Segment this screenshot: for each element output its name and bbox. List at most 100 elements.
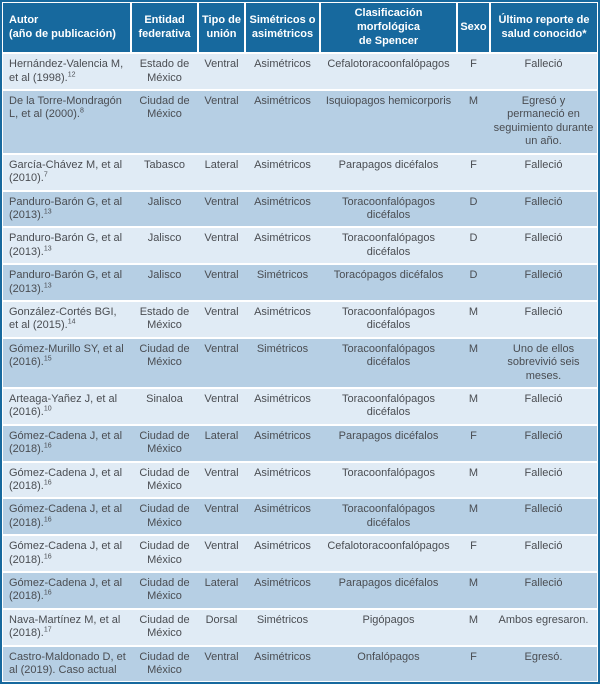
spencer-classification-cell: Toracópagos dicéfalos <box>320 264 457 301</box>
col-header-entidad: Entidad federativa <box>130 3 198 54</box>
health-report-cell: Falleció <box>490 498 597 536</box>
union-type-cell: Lateral <box>198 153 245 191</box>
author-cell: Gómez-Cadena J, et al (2018).16 <box>3 461 131 499</box>
sex-cell: M <box>457 461 490 499</box>
reference-superscript: 15 <box>43 355 52 363</box>
health-report-cell: Falleció <box>490 424 597 462</box>
table-row: Nava-Martínez M, et al (2018).17 Ciudad d… <box>3 608 597 646</box>
health-report-cell: Falleció <box>490 227 597 265</box>
sex-cell: M <box>457 337 490 388</box>
author-cell: Panduro-Barón G, et al (2013).13 <box>3 190 131 228</box>
entity-cell: Ciudad de México <box>131 424 198 462</box>
entity-cell: Ciudad de México <box>131 90 198 154</box>
health-report-cell: Egresó y permaneció en seguimiento duran… <box>490 90 597 154</box>
health-report-cell: Falleció <box>490 190 597 228</box>
table-row: Hernández-Valencia M, et al (1998).12 Est… <box>3 53 597 91</box>
table-row: De la Torre-Mondragón L, et al (2000).8 C… <box>3 90 597 154</box>
spencer-classification-cell: Onfalópagos <box>320 645 457 682</box>
conjoined-twins-table: Autor (año de publicación) Entidad feder… <box>3 3 597 682</box>
health-report-cell: Falleció <box>490 535 597 573</box>
reference-superscript: 16 <box>43 552 52 560</box>
spencer-classification-cell: Toracoonfalópagos dicéfalos <box>320 300 457 338</box>
table-row: Gómez-Cadena J, et al (2018).16 Ciudad de… <box>3 535 597 573</box>
spencer-classification-cell: Toracoonfalópagos <box>320 461 457 499</box>
symmetry-cell: Simétricos <box>245 264 320 301</box>
author-cell: Nava-Martínez M, et al (2018).17 <box>3 608 131 646</box>
health-report-cell: Egresó. <box>490 645 597 682</box>
symmetry-cell: Asimétricos <box>245 227 320 265</box>
sex-cell: M <box>457 498 490 536</box>
entity-cell: Ciudad de México <box>131 535 198 573</box>
health-report-cell: Falleció <box>490 300 597 338</box>
entity-cell: Ciudad de México <box>131 645 198 682</box>
union-type-cell: Ventral <box>198 264 245 301</box>
sex-cell: F <box>457 153 490 191</box>
table-row: Castro-Maldonado D, et al (2019). Caso a… <box>3 645 597 682</box>
union-type-cell: Ventral <box>198 461 245 499</box>
sex-cell: D <box>457 190 490 228</box>
sex-cell: F <box>457 53 490 91</box>
symmetry-cell: Asimétricos <box>245 300 320 338</box>
health-report-cell: Falleció <box>490 387 597 425</box>
union-type-cell: Lateral <box>198 572 245 609</box>
spencer-classification-cell: Cefalotoracoonfalópagos <box>320 535 457 573</box>
sex-cell: D <box>457 227 490 265</box>
reference-superscript: 14 <box>67 318 76 326</box>
entity-cell: Estado de México <box>131 53 198 91</box>
author-cell: Castro-Maldonado D, et al (2019). Caso a… <box>3 645 131 682</box>
sex-cell: F <box>457 535 490 573</box>
spencer-classification-cell: Parapagos dicéfalos <box>320 424 457 462</box>
reference-superscript: 16 <box>43 589 52 597</box>
entity-cell: Jalisco <box>131 190 198 228</box>
union-type-cell: Ventral <box>198 90 245 154</box>
sex-cell: D <box>457 264 490 301</box>
symmetry-cell: Simétricos <box>245 608 320 646</box>
author-cell: Arteaga-Yañez J, et al (2016).10 <box>3 387 131 425</box>
union-type-cell: Ventral <box>198 300 245 338</box>
reference-superscript: 17 <box>43 626 52 634</box>
author-cell: Gómez-Cadena J, et al (2018).16 <box>3 535 131 573</box>
entity-cell: Ciudad de México <box>131 572 198 609</box>
entity-cell: Ciudad de México <box>131 461 198 499</box>
spencer-classification-cell: Toracoonfalópagos dicéfalos <box>320 337 457 388</box>
col-header-tipo: Tipo de unión <box>197 3 245 54</box>
spencer-classification-cell: Parapagos dicéfalos <box>320 572 457 609</box>
author-cell: González-Cortés BGI, et al (2015).14 <box>3 300 131 338</box>
union-type-cell: Ventral <box>198 535 245 573</box>
symmetry-cell: Asimétricos <box>245 461 320 499</box>
table-body: Hernández-Valencia M, et al (1998).12 Est… <box>3 53 597 682</box>
table-row: Gómez-Cadena J, et al (2018).16 Ciudad de… <box>3 572 597 609</box>
col-header-simetria: Simétricos o asimétricos <box>244 3 320 54</box>
table-row: Gómez-Cadena J, et al (2018).16 Ciudad de… <box>3 424 597 462</box>
entity-cell: Jalisco <box>131 264 198 301</box>
table-row: Arteaga-Yañez J, et al (2016).10 Sinaloa V… <box>3 387 597 425</box>
health-report-cell: Falleció <box>490 264 597 301</box>
union-type-cell: Ventral <box>198 645 245 682</box>
symmetry-cell: Asimétricos <box>245 90 320 154</box>
spencer-classification-cell: Pigópagos <box>320 608 457 646</box>
health-report-cell: Falleció <box>490 572 597 609</box>
union-type-cell: Lateral <box>198 424 245 462</box>
reference-superscript: 16 <box>43 516 52 524</box>
entity-cell: Estado de México <box>131 300 198 338</box>
spencer-classification-cell: Toracoonfalópagos dicéfalos <box>320 387 457 425</box>
header-row: Autor (año de publicación) Entidad feder… <box>3 3 597 54</box>
entity-cell: Jalisco <box>131 227 198 265</box>
health-report-cell: Uno de ellos sobrevivió seis meses. <box>490 337 597 388</box>
entity-cell: Tabasco <box>131 153 198 191</box>
reference-superscript: 10 <box>43 405 52 413</box>
author-cell: De la Torre-Mondragón L, et al (2000).8 <box>3 90 131 154</box>
symmetry-cell: Asimétricos <box>245 190 320 228</box>
sex-cell: M <box>457 387 490 425</box>
author-cell: Gómez-Cadena J, et al (2018).16 <box>3 572 131 609</box>
sex-cell: F <box>457 424 490 462</box>
symmetry-cell: Asimétricos <box>245 498 320 536</box>
reference-superscript: 13 <box>43 281 52 289</box>
table-row: García-Chávez M, et al (2010).7 Tabasco La… <box>3 153 597 191</box>
entity-cell: Ciudad de México <box>131 337 198 388</box>
author-cell: Gómez-Murillo SY, et al (2016).15 <box>3 337 131 388</box>
reference-superscript: 13 <box>43 208 52 216</box>
spencer-classification-cell: Toracoonfalópagos dicéfalos <box>320 498 457 536</box>
table-row: González-Cortés BGI, et al (2015).14 Esta… <box>3 300 597 338</box>
table-row: Panduro-Barón G, et al (2013).13 Jalisco V… <box>3 264 597 301</box>
